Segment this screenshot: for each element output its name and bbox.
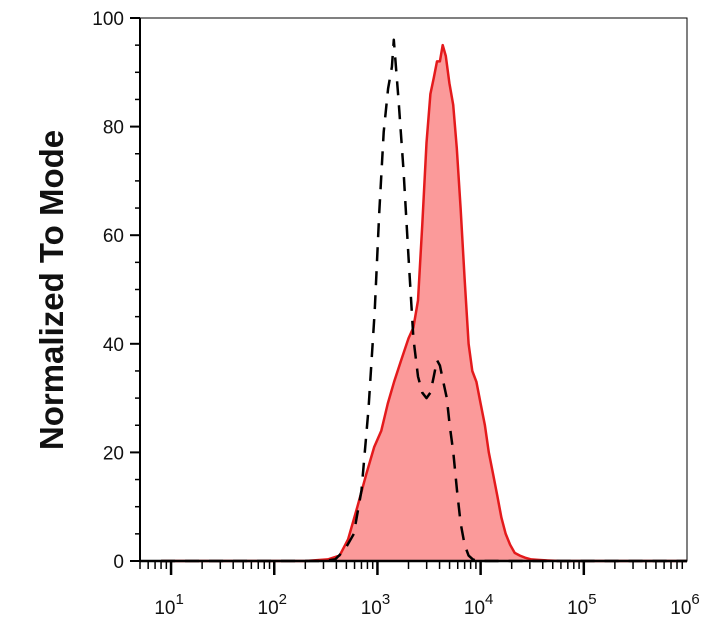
y-tick-label: 80 <box>103 118 124 139</box>
y-tick-label: 20 <box>103 443 124 464</box>
series-0-area <box>161 45 688 562</box>
y-tick-label: 100 <box>92 9 124 30</box>
y-tick-label: 60 <box>103 226 124 247</box>
x-axis: 101 102 103 104 105 106 <box>139 559 700 619</box>
x-tick-label: 103 <box>361 591 390 619</box>
x-tick-label: 105 <box>567 591 596 619</box>
x-tick-label: 102 <box>258 591 287 619</box>
y-tick-label: 40 <box>103 335 124 356</box>
x-tick-label: 101 <box>154 591 183 619</box>
y-axis: 0 20 40 60 80 100 <box>92 9 141 573</box>
y-axis-title: Normalized To Mode <box>33 130 70 450</box>
series-0-line <box>161 43 687 563</box>
y-tick-label: 0 <box>113 552 124 573</box>
x-tick-label: 106 <box>670 591 699 619</box>
plot-area <box>139 17 688 563</box>
x-tick-label: 104 <box>464 591 493 619</box>
